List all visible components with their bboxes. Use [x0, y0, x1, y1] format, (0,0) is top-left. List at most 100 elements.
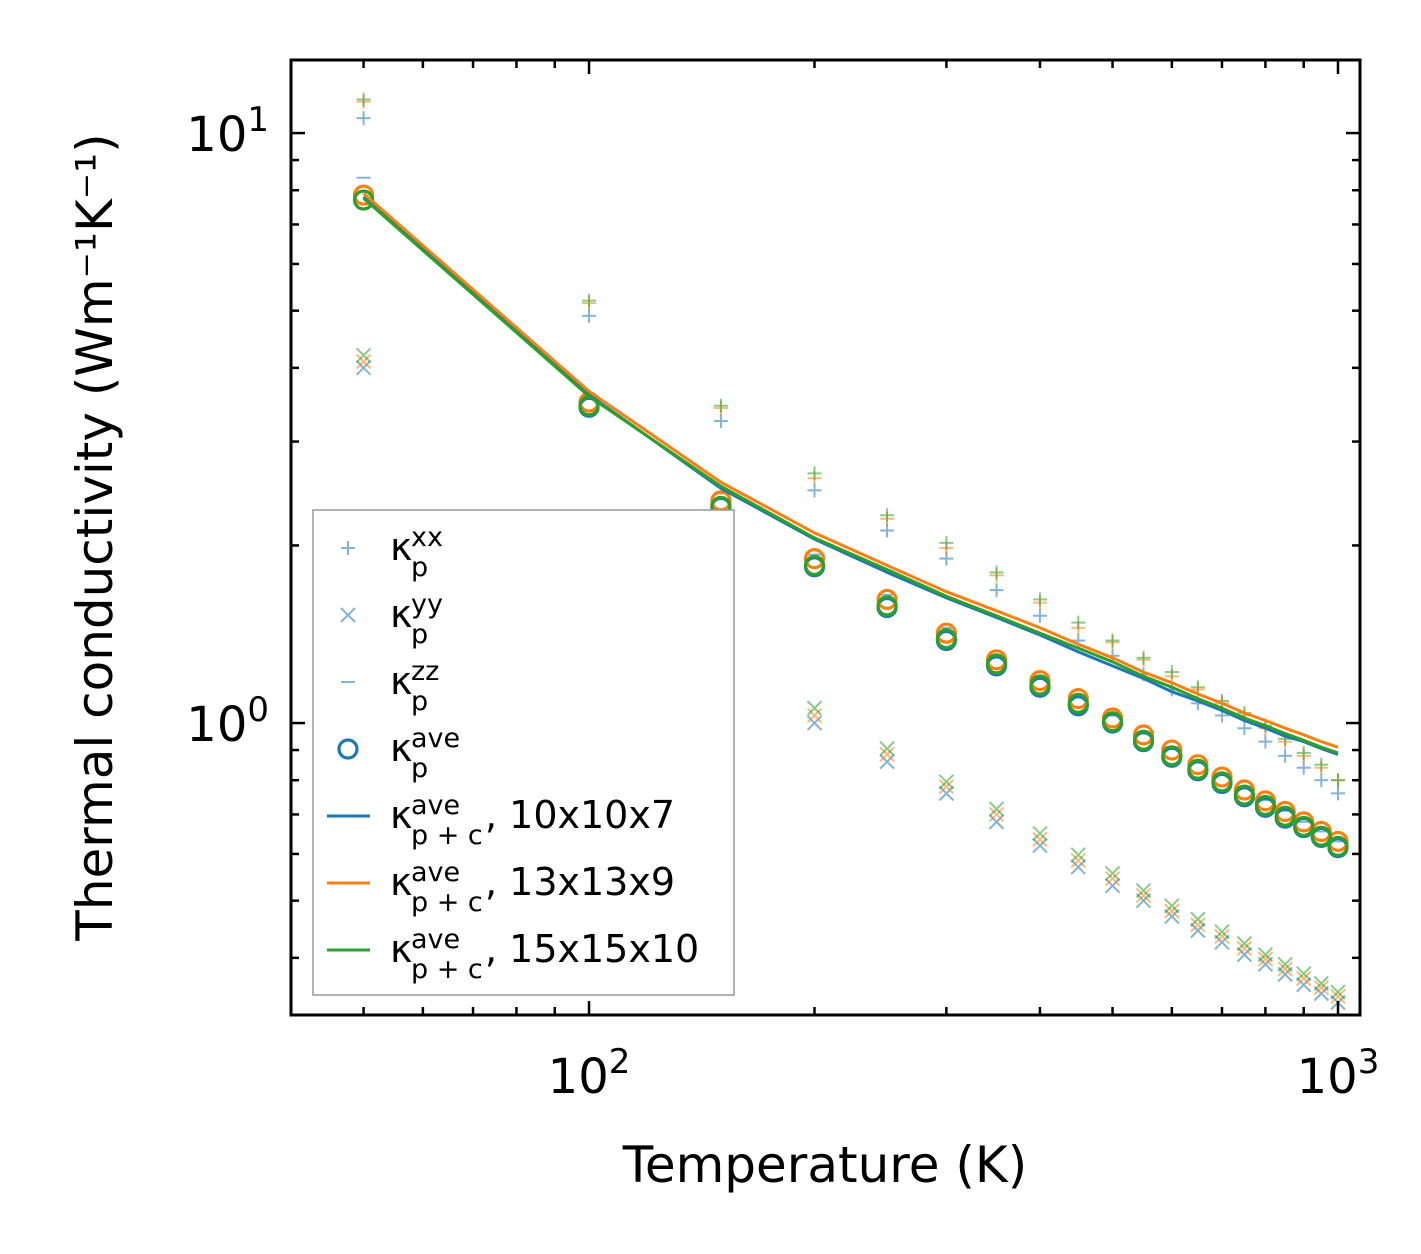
legend-superscript: ave: [411, 924, 460, 955]
data-point: [879, 753, 895, 770]
legend-label: κave p + c, 10x10x7: [390, 790, 675, 851]
data-point: [1164, 898, 1180, 914]
data-point: [1278, 748, 1293, 763]
legend-subscript: p: [411, 552, 428, 583]
legend-superscript: ave: [411, 723, 460, 754]
data-point: [1190, 922, 1206, 939]
legend-symbol: κ: [390, 659, 412, 703]
data-point: [1257, 951, 1274, 967]
data-point: [989, 583, 1004, 598]
data-point: [1296, 760, 1311, 775]
tick-exponent: 1: [247, 100, 269, 140]
data-point: [989, 565, 1004, 580]
data-point: [1136, 650, 1151, 665]
data-point: [1070, 852, 1086, 869]
data-point: [1190, 911, 1206, 927]
data-point: [803, 554, 826, 577]
legend-marker-swatch: [341, 541, 355, 555]
data-point: [1164, 665, 1179, 680]
legend-superscript: xx: [411, 522, 443, 553]
data-point: [1104, 870, 1121, 887]
data-point: [1330, 773, 1345, 788]
data-point: [356, 92, 371, 107]
legend-subscript: p: [411, 753, 428, 784]
legend-subscript: p + c: [411, 820, 483, 851]
legend-entry-kxx: κxx p: [341, 522, 443, 583]
legend-subscript: p: [411, 686, 428, 717]
data-point: [988, 801, 1005, 817]
legend-entry-kpc1: κave p + c, 10x10x7: [327, 790, 675, 851]
data-point: [876, 588, 898, 611]
data-point: [938, 779, 955, 795]
legend-symbol: κ: [390, 860, 412, 904]
data-point: [1190, 680, 1205, 695]
legend-subscript: p: [411, 619, 428, 650]
data-point: [1029, 674, 1051, 696]
data-point: [938, 774, 955, 790]
data-point: [876, 595, 898, 617]
legend-marker-swatch: [340, 607, 356, 623]
legend-label: κzz p: [390, 656, 439, 717]
data-point: [355, 360, 372, 376]
data-point: [1236, 946, 1253, 963]
data-point: [806, 700, 823, 716]
y-tick-label: 100: [186, 690, 269, 753]
tick-base: 10: [186, 107, 247, 163]
legend-suffix: , 15x15x10: [485, 927, 699, 971]
legend-superscript: yy: [411, 589, 443, 620]
data-point: [1032, 837, 1048, 854]
legend-symbol: κ: [390, 927, 412, 971]
data-point: [1214, 923, 1230, 940]
tick-base: 10: [186, 697, 247, 753]
data-point: [1104, 865, 1121, 882]
data-point: [1214, 928, 1230, 945]
legend-subscript: p + c: [411, 887, 483, 918]
data-point: [880, 523, 895, 538]
data-point: [355, 353, 372, 370]
x-tick-label: 102: [548, 1042, 631, 1105]
data-point: [806, 707, 823, 724]
legend-label: κave p + c, 13x13x9: [390, 857, 675, 918]
data-point: [1330, 984, 1346, 1000]
data-point: [880, 508, 895, 523]
data-point: [1293, 815, 1315, 838]
data-point: [1236, 940, 1253, 957]
data-point: [713, 398, 728, 413]
legend-suffix: , 10x10x7: [485, 793, 675, 837]
data-point: [1237, 721, 1252, 736]
data-point: [1190, 917, 1206, 933]
legend-symbol: κ: [390, 525, 412, 569]
y-tick-label: 101: [186, 100, 269, 163]
legend-symbol: κ: [390, 592, 412, 636]
data-point: [1132, 729, 1155, 751]
data-point: [1254, 794, 1277, 817]
tick-exponent: 0: [247, 690, 269, 730]
data-point: [1258, 734, 1273, 749]
data-point: [1032, 825, 1048, 842]
data-point: [1071, 615, 1086, 630]
series-kyy-15x15x10: [355, 347, 1346, 1000]
data-point: [1104, 878, 1121, 894]
tick-exponent: 3: [1358, 1042, 1380, 1082]
data-point: [1327, 835, 1349, 857]
y-axis-label: Thermal conductivity (Wm⁻¹K⁻¹): [66, 133, 124, 941]
data-point: [1277, 961, 1293, 977]
data-point: [1296, 977, 1312, 993]
data-point: [1032, 592, 1047, 607]
data-point: [806, 715, 823, 731]
data-point: [1032, 608, 1047, 623]
data-point: [988, 806, 1005, 823]
data-point: [988, 814, 1005, 830]
plot-frame: [289, 58, 1362, 1017]
data-point: [1277, 956, 1293, 973]
data-point: [713, 414, 728, 429]
legend-entry-kpc3: κave p + c, 15x15x10: [327, 924, 699, 985]
data-point: [1314, 757, 1329, 772]
legend-entry-kave: κave p: [337, 723, 460, 784]
data-point: [582, 308, 597, 323]
data-point: [1314, 773, 1329, 788]
series-kave-15x15x10: [352, 189, 1349, 857]
data-point: [807, 466, 822, 481]
data-point: [1101, 711, 1124, 733]
data-point: [803, 547, 826, 570]
